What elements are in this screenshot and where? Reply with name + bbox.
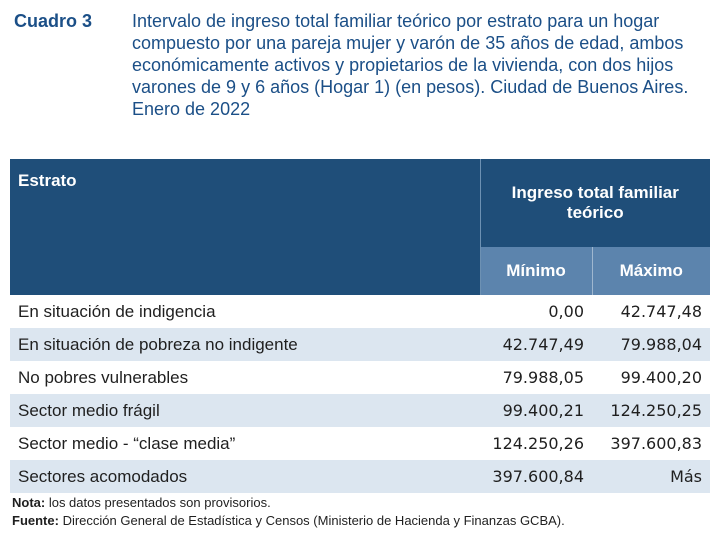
header-maximo: Máximo xyxy=(592,247,711,295)
cell-maximo: 42.747,48 xyxy=(620,302,703,321)
table-row: No pobres vulnerables 79.988,05 99.400,2… xyxy=(10,361,710,394)
fuente-text: Dirección General de Estadística y Censo… xyxy=(58,513,565,528)
cell-maximo: Más xyxy=(592,460,711,493)
table-row: En situación de pobreza no indigente 42.… xyxy=(10,328,711,361)
cell-minimo: 0,00 xyxy=(548,302,584,321)
cell-maximo: 79.988,04 xyxy=(592,328,711,361)
table-title: Intervalo de ingreso total familiar teór… xyxy=(132,11,689,119)
cell-estrato: En situación de indigencia xyxy=(18,301,216,321)
table-notes: Nota: los datos presentados son provisor… xyxy=(12,494,565,530)
table-row: Sectores acomodados 397.600,84 Más xyxy=(10,460,711,493)
table-body: En situación de indigencia 0,00 42.747,4… xyxy=(10,295,711,493)
cell-estrato: En situación de pobreza no indigente xyxy=(10,328,480,361)
income-table: Estrato Ingreso total familiar teórico M… xyxy=(10,159,711,493)
table-caption: Cuadro 3 Intervalo de ingreso total fami… xyxy=(14,10,710,120)
nota-line: Nota: los datos presentados son provisor… xyxy=(12,494,565,512)
income-table-container: Estrato Ingreso total familiar teórico M… xyxy=(10,159,711,493)
cell-minimo: 42.747,49 xyxy=(480,328,592,361)
cell-estrato: Sectores acomodados xyxy=(10,460,480,493)
header-minimo: Mínimo xyxy=(480,247,593,295)
header-ingreso-total: Ingreso total familiar teórico xyxy=(480,159,711,247)
table-row: Sector medio frágil 99.400,21 124.250,25 xyxy=(10,394,711,427)
cell-minimo: 124.250,26 xyxy=(492,434,584,453)
table-header: Estrato Ingreso total familiar teórico M… xyxy=(10,159,711,295)
fuente-label: Fuente: xyxy=(12,513,59,528)
nota-label: Nota: xyxy=(12,495,46,510)
cell-estrato: Sector medio frágil xyxy=(10,394,480,427)
cell-maximo: 397.600,83 xyxy=(610,434,703,453)
cell-minimo: 99.400,21 xyxy=(480,394,592,427)
table-row: En situación de indigencia 0,00 42.747,4… xyxy=(10,295,710,328)
cuadro-label: Cuadro 3 xyxy=(14,11,93,31)
table-row: Sector medio - “clase media” 124.250,26 … xyxy=(10,427,710,460)
cell-maximo: 99.400,20 xyxy=(620,368,703,387)
cell-minimo: 79.988,05 xyxy=(502,368,584,387)
nota-text: los datos presentados son provisorios. xyxy=(45,495,271,510)
cell-estrato: No pobres vulnerables xyxy=(18,367,189,387)
fuente-line: Fuente: Dirección General de Estadística… xyxy=(12,512,565,530)
cell-minimo: 397.600,84 xyxy=(480,460,592,493)
cell-maximo: 124.250,25 xyxy=(592,394,711,427)
header-estrato: Estrato xyxy=(10,159,481,295)
cell-estrato: Sector medio - “clase media” xyxy=(18,433,236,453)
